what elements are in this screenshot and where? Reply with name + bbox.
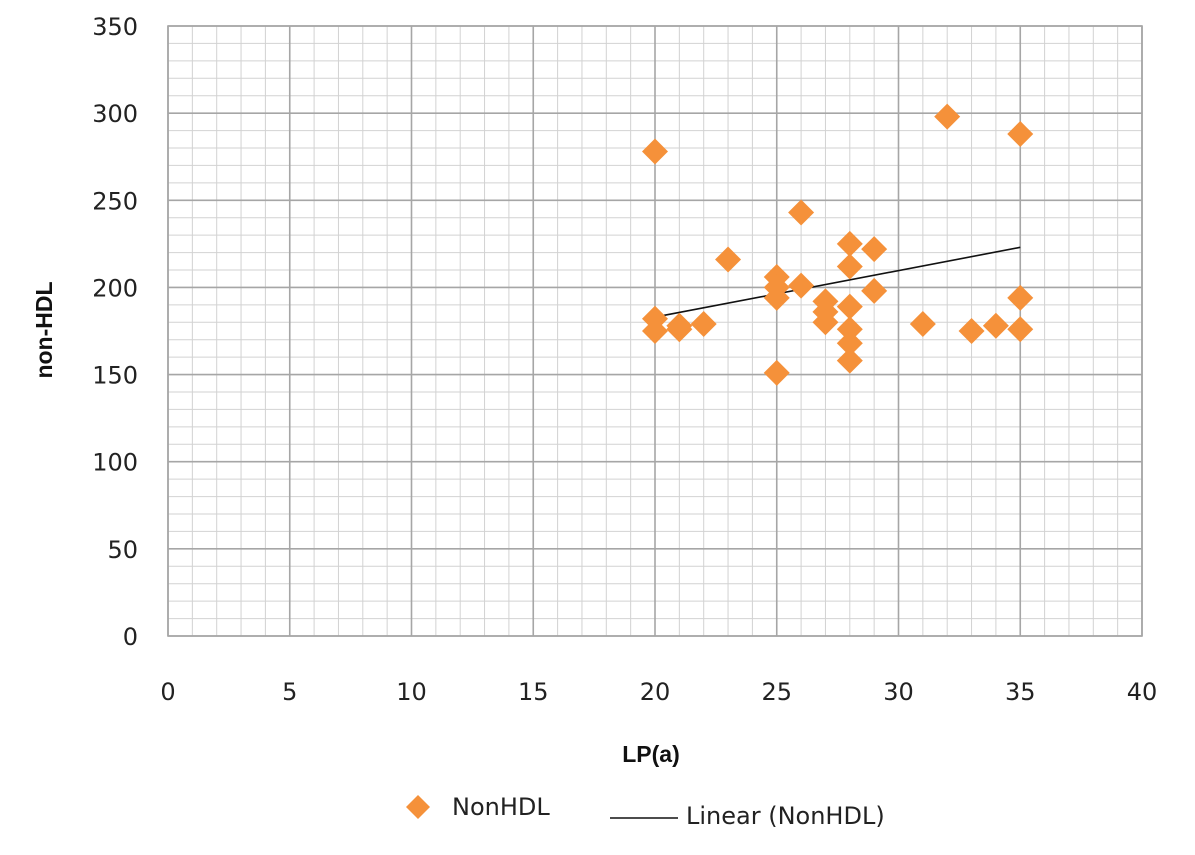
data-point bbox=[861, 277, 888, 304]
data-point bbox=[642, 318, 668, 344]
y-tick-label: 200 bbox=[92, 274, 138, 302]
data-point bbox=[812, 309, 839, 336]
data-point bbox=[958, 318, 985, 344]
legend-diamond-marker bbox=[406, 795, 430, 819]
y-tick-label: 0 bbox=[123, 623, 138, 651]
data-point bbox=[861, 236, 888, 263]
plot-border bbox=[167, 25, 1143, 637]
legend-trendline-label: Linear (NonHDL) bbox=[686, 802, 885, 830]
data-point bbox=[909, 311, 936, 338]
plot-area bbox=[167, 25, 1143, 637]
trendline bbox=[654, 246, 1021, 318]
y-tick-label: 50 bbox=[107, 536, 138, 564]
y-tick-label: 250 bbox=[92, 187, 138, 215]
y-tick-label: 100 bbox=[92, 449, 138, 477]
x-tick-label: 5 bbox=[282, 678, 297, 706]
trendline-layer bbox=[654, 246, 1021, 318]
x-tick-label: 20 bbox=[640, 678, 671, 706]
legend-series-label: NonHDL bbox=[452, 793, 550, 821]
y-axis-tick-labels: 0 50 100 150 200 250 300 350 bbox=[92, 13, 138, 651]
data-point bbox=[666, 316, 693, 343]
x-tick-label: 35 bbox=[1005, 678, 1036, 706]
x-axis-title: LP(a) bbox=[622, 741, 680, 767]
data-point bbox=[763, 284, 790, 311]
data-point bbox=[690, 311, 717, 338]
x-tick-label: 10 bbox=[396, 678, 427, 706]
x-tick-label: 0 bbox=[160, 678, 175, 706]
legend: NonHDL Linear (NonHDL) bbox=[406, 793, 885, 830]
x-axis-tick-labels: 0 5 10 15 20 25 30 35 40 bbox=[160, 678, 1157, 706]
x-tick-label: 30 bbox=[883, 678, 914, 706]
data-point bbox=[1007, 284, 1034, 311]
x-tick-label: 40 bbox=[1127, 678, 1158, 706]
data-point bbox=[763, 359, 790, 386]
y-axis-title: non-HDL bbox=[31, 281, 57, 378]
data-point bbox=[715, 246, 742, 273]
y-tick-label: 350 bbox=[92, 13, 138, 41]
data-point bbox=[836, 316, 863, 343]
x-tick-label: 15 bbox=[518, 678, 549, 706]
data-point bbox=[642, 138, 668, 165]
data-point bbox=[836, 230, 863, 257]
y-tick-label: 150 bbox=[92, 362, 138, 390]
data-point bbox=[1007, 121, 1034, 148]
y-tick-label: 300 bbox=[92, 100, 138, 128]
data-point bbox=[836, 253, 863, 280]
data-point bbox=[836, 330, 863, 357]
data-point bbox=[1007, 316, 1034, 343]
data-point bbox=[788, 199, 815, 226]
x-tick-label: 25 bbox=[761, 678, 792, 706]
data-point bbox=[788, 272, 815, 299]
data-point bbox=[836, 293, 863, 320]
data-point bbox=[836, 347, 863, 374]
scatter-points bbox=[642, 103, 1034, 386]
data-point bbox=[934, 103, 961, 130]
data-point bbox=[982, 312, 1009, 339]
